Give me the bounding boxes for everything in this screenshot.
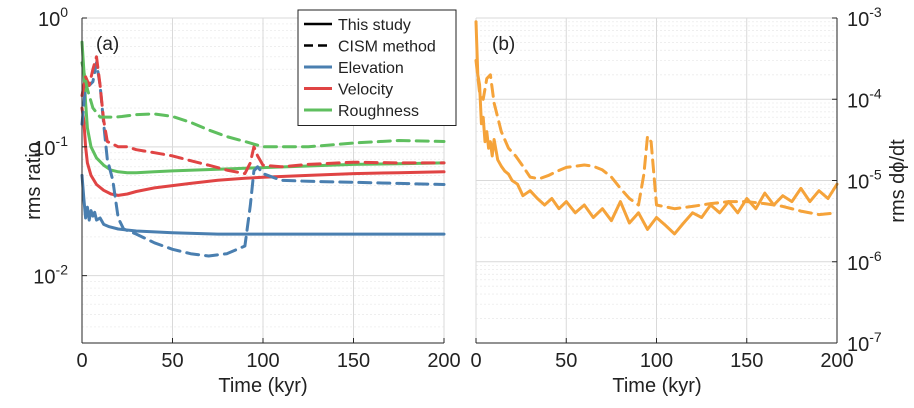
y-tick-label: 10-1 xyxy=(33,133,68,160)
y-tick-label: 100 xyxy=(38,4,68,31)
x-tick-label: 200 xyxy=(820,350,853,372)
x-tick-label: 150 xyxy=(337,350,370,372)
x-tick-label: 50 xyxy=(555,350,577,372)
panel-b-xlabel: Time (kyr) xyxy=(612,375,701,397)
series-line-elevation-this-study xyxy=(80,173,446,236)
legend-label-this-study: This study xyxy=(338,17,411,34)
legend-label-velocity: Velocity xyxy=(338,82,393,99)
x-tick-label: 100 xyxy=(246,350,279,372)
panel-a-ylabel: rms ratio xyxy=(23,142,45,220)
panel-a: (a) rms ratio Time (kyr) 0 50 100 150 200 10-… xyxy=(23,4,461,397)
x-tick-label: 0 xyxy=(76,350,87,372)
x-tick-label: 50 xyxy=(161,350,183,372)
y-tick-label: 10-2 xyxy=(33,262,68,289)
x-tick-label: 0 xyxy=(470,350,481,372)
panel-b-label: (b) xyxy=(492,34,515,55)
y-tick-label: 10-7 xyxy=(847,329,882,356)
legend-label-cism-method: CISM method xyxy=(338,39,436,56)
x-tick-label: 150 xyxy=(730,350,763,372)
x-tick-label: 100 xyxy=(640,350,673,372)
y-tick-label: 10-5 xyxy=(847,167,882,194)
legend-label-elevation: Elevation xyxy=(338,60,404,77)
panel-1-series xyxy=(474,20,839,236)
y-tick-label: 10-4 xyxy=(847,85,882,112)
y-tick-label: 10-3 xyxy=(847,4,882,31)
panel-b-ylabel: rms dϕ/dt xyxy=(887,139,909,223)
x-tick-label: 200 xyxy=(427,350,460,372)
panel-0-grid xyxy=(81,17,445,343)
panel-a-label: (a) xyxy=(96,34,119,55)
series-line-velocity-this-study xyxy=(80,106,446,197)
series-line-velocity-cism-method xyxy=(80,55,446,176)
legend-label-roughness: Roughness xyxy=(338,103,419,120)
series-line-phi-this-study xyxy=(474,20,839,236)
panel-1-grid xyxy=(475,17,838,344)
panel-0-series xyxy=(80,40,446,258)
series-line-roughness-this-study xyxy=(80,40,446,175)
y-tick-label: 10-6 xyxy=(847,248,882,275)
panel-a-xlabel: Time (kyr) xyxy=(218,375,307,397)
legend: This study CISM method Elevation Velocity Ro… xyxy=(297,9,457,126)
panel-b: (b) rms dϕ/dt Time (kyr) 0 50 100 150 20010-… xyxy=(470,4,909,397)
series-line-elevation-cism-method xyxy=(80,61,446,258)
series-line-roughness-cism-method xyxy=(80,61,446,149)
series-line-phi-cism-method xyxy=(474,59,839,217)
